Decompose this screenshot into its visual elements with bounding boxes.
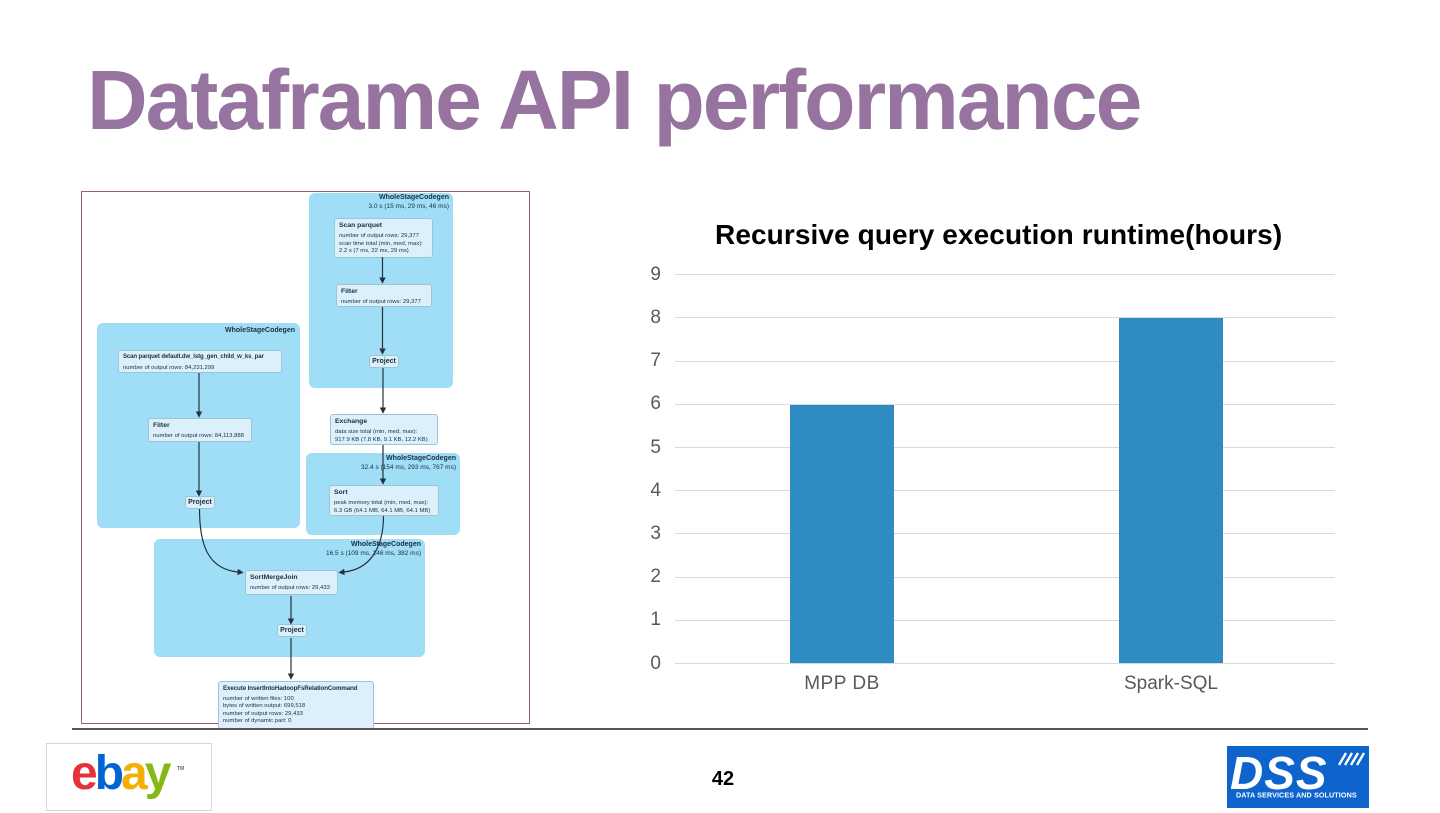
svg-text:DSS: DSS	[1230, 747, 1328, 799]
svg-text:DATA SERVICES AND SOLUTIONS: DATA SERVICES AND SOLUTIONS	[1236, 791, 1357, 800]
